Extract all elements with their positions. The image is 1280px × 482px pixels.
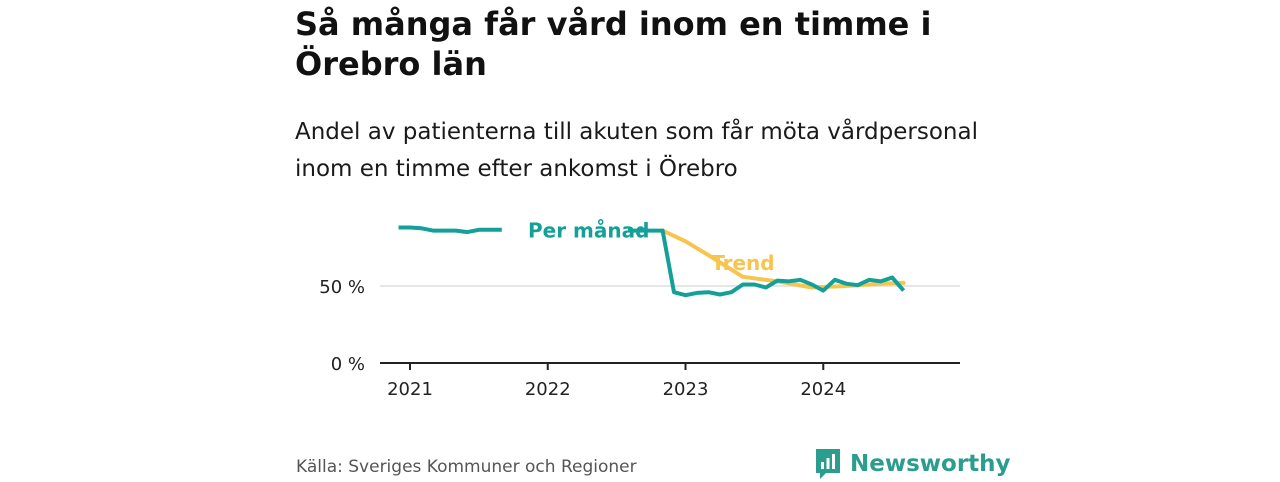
series-layer (398, 225, 906, 298)
series-label: Trend (711, 251, 774, 275)
y-tick-label: 50 % (319, 277, 365, 298)
source-note: Källa: Sveriges Kommuner och Regioner (296, 457, 637, 477)
bar-chart-bubble-icon (816, 449, 840, 479)
axis-layer: 0 % 50 % 2021 2022 2023 2024 (319, 277, 960, 400)
chart-title: Så många får vård inom en timme i Örebro… (295, 5, 932, 83)
x-tick-label: 2022 (525, 379, 571, 400)
x-tick-label: 2021 (387, 379, 433, 400)
series-label: Per månad (528, 219, 649, 243)
label-layer: Per månad Trend (528, 219, 775, 275)
brand-name: Newsworthy (850, 451, 1011, 477)
series-line-per-manad (628, 228, 906, 298)
y-tick-label: 0 % (331, 354, 365, 375)
series-line-per-manad (398, 225, 502, 235)
x-tick-label: 2023 (663, 379, 709, 400)
x-tick-label: 2024 (800, 379, 846, 400)
brand-logo: Newsworthy (814, 446, 1011, 482)
line-chart: 0 % 50 % 2021 2022 2023 2024 Per månad Trend (319, 219, 960, 400)
chart-subtitle: Andel av patienterna till akuten som får… (295, 119, 978, 182)
